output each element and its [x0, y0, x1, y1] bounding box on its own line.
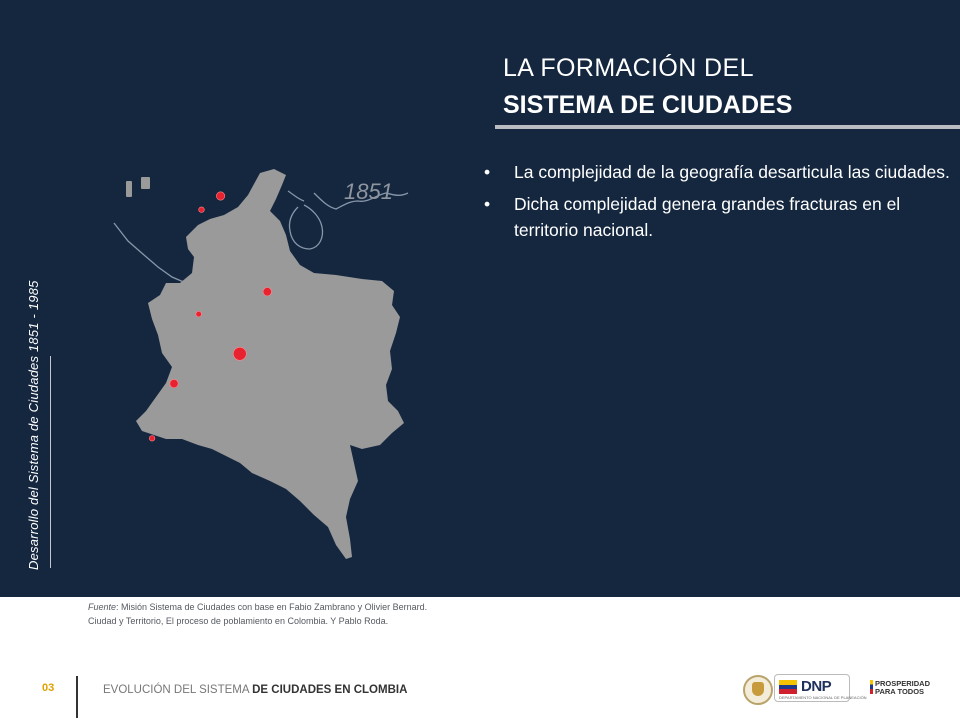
source-line2: Ciudad y Territorio, El proceso de pobla… [88, 616, 389, 626]
page-number: 03 [42, 682, 55, 694]
dnp-logo: DNP DEPARTAMENTO NACIONAL DE PLANEACIÓN [774, 674, 867, 702]
footer-section-title: EVOLUCIÓN DEL SISTEMA DE CIUDADES EN CLO… [103, 684, 407, 696]
city-marker [198, 206, 205, 213]
flag-mark-icon [870, 680, 873, 694]
slide-title-line1: LA FORMACIÓN DEL [503, 54, 754, 82]
city-markers [148, 191, 272, 442]
bullet-dot: • [484, 194, 491, 214]
bullet-text: Dicha complejidad genera grandes fractur… [514, 194, 901, 240]
coat-of-arms-logo [743, 675, 773, 705]
venezuela-border [313, 192, 409, 210]
city-marker [216, 191, 226, 201]
map-year-label: 1851 [344, 179, 393, 204]
bullet-list: • La complejidad de la geografía desarti… [482, 159, 952, 249]
footer-divider [76, 676, 78, 718]
san-andres-islands [126, 177, 150, 197]
slide-title-line2: SISTEMA DE CIUDADES [503, 91, 793, 119]
city-marker [148, 435, 156, 442]
city-marker [262, 287, 272, 297]
flag-icon [779, 680, 797, 694]
colombia-map: 1851 [113, 169, 409, 559]
lake-maracaibo [288, 204, 324, 250]
bullet-item: • La complejidad de la geografía desarti… [482, 159, 952, 185]
country-shape [136, 169, 404, 559]
prosperidad-line2: PARA TODOS [875, 687, 925, 696]
panama-border [113, 222, 197, 284]
dnp-logo-text: DNP [801, 678, 832, 695]
dnp-logo-subtext: DEPARTAMENTO NACIONAL DE PLANEACIÓN [779, 695, 867, 700]
gulf-outline [287, 190, 305, 202]
city-marker [233, 347, 247, 361]
city-marker [195, 311, 202, 318]
city-marker [169, 379, 179, 389]
side-divider-line [50, 356, 51, 568]
source-label: Fuente [88, 602, 117, 612]
source-note: Fuente: Misión Sistema de Ciudades con b… [88, 600, 608, 628]
footer-text-bold: DE CIUDADES EN CLOMBIA [252, 684, 408, 696]
bullet-item: • Dicha complejidad genera grandes fract… [482, 191, 952, 243]
prosperidad-line1: PROSPERIDAD [875, 679, 931, 688]
bullet-text: La complejidad de la geografía desarticu… [514, 162, 950, 182]
side-vertical-title: Desarrollo del Sistema de Ciudades 1851 … [26, 280, 41, 570]
footer-text-plain: EVOLUCIÓN DEL SISTEMA [103, 684, 253, 696]
prosperidad-logo: PROSPERIDAD PARA TODOS [870, 680, 930, 696]
title-underline [495, 125, 960, 129]
source-line1: : Misión Sistema de Ciudades con base en… [116, 602, 428, 612]
bullet-dot: • [484, 162, 491, 182]
